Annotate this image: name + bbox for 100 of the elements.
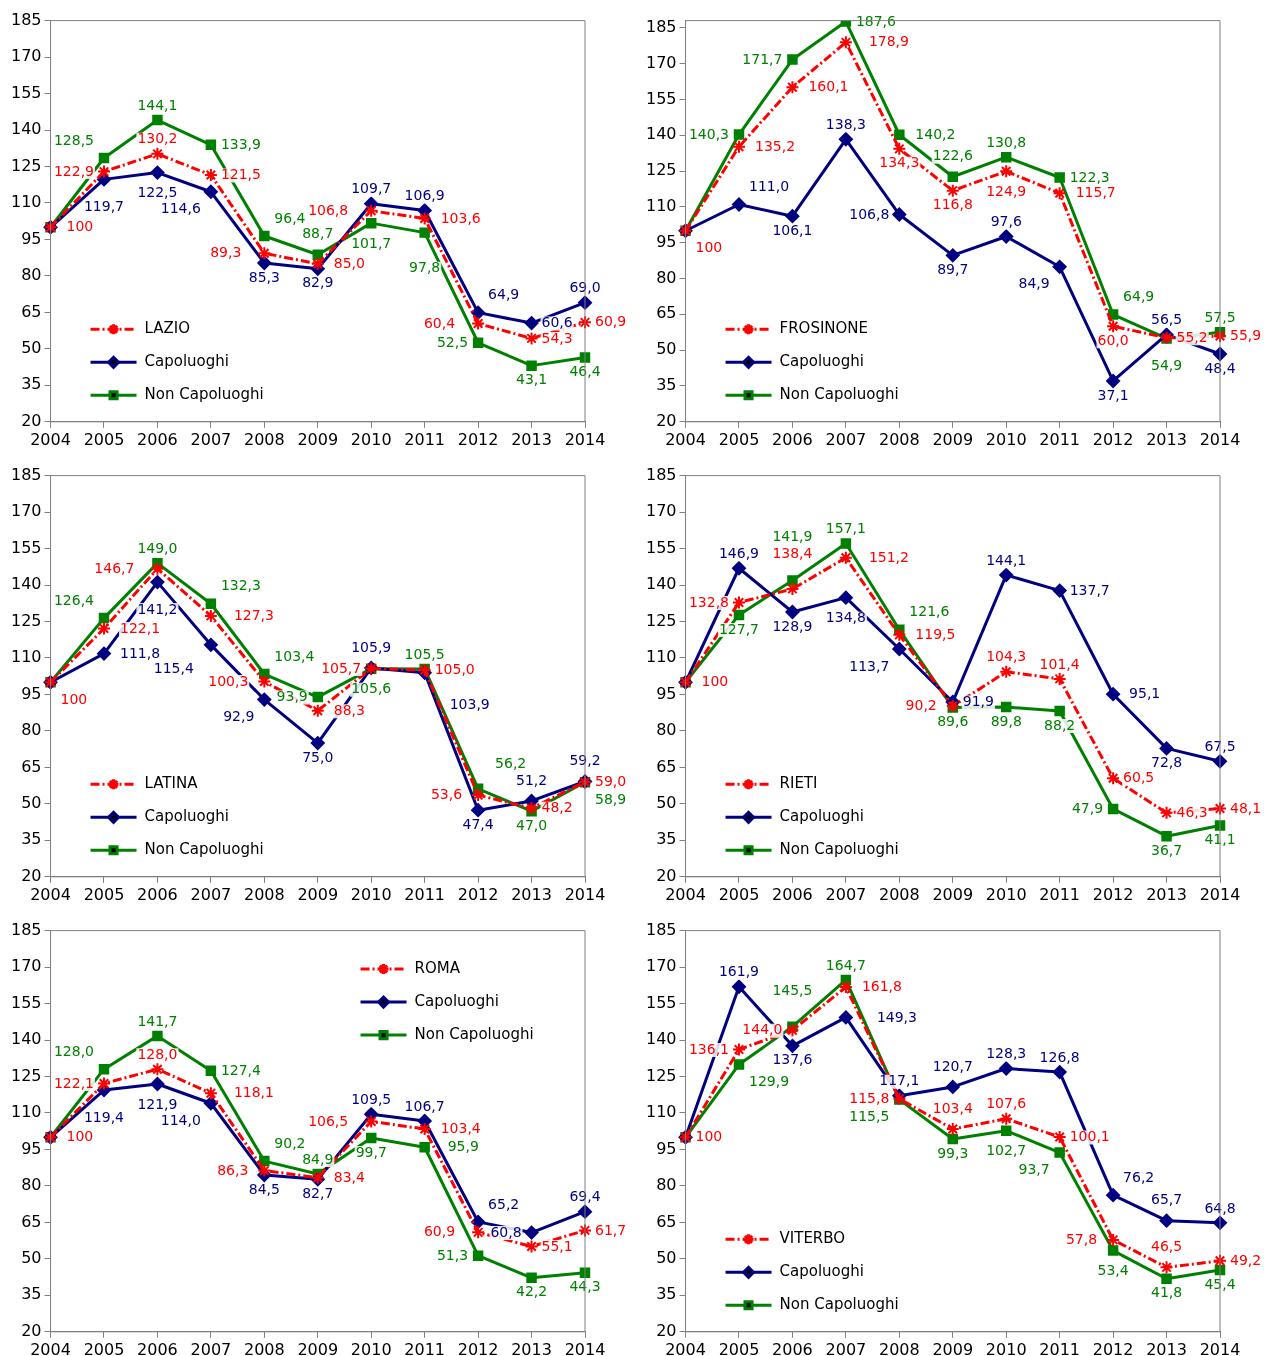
- y-tick-label: 20: [656, 1320, 677, 1340]
- data-label: 114,6: [160, 200, 201, 217]
- data-label: 60,9: [423, 1223, 456, 1240]
- y-tick-label: 185: [645, 464, 677, 484]
- x-tick-label: 2011: [404, 884, 446, 904]
- legend-label: Capoluoghi: [779, 807, 864, 826]
- data-label: 111,0: [748, 178, 790, 195]
- data-label: 48,1: [1230, 799, 1262, 816]
- legend-label: Non Capoluoghi: [779, 385, 899, 404]
- x-tick-label: 2014: [564, 429, 606, 449]
- y-tick-label: 140: [10, 574, 42, 594]
- y-tick-label: 65: [21, 1211, 42, 1231]
- data-label: 99,3: [937, 1144, 969, 1161]
- data-label: 60,4: [423, 314, 456, 331]
- data-label: 149,3: [876, 1008, 917, 1025]
- x-tick-label: 2009: [932, 429, 974, 449]
- legend-label: Non Capoluoghi: [414, 1024, 534, 1043]
- x-tick-label: 2004: [30, 884, 71, 904]
- data-label: 151,2: [868, 548, 909, 565]
- data-label: 122,3: [1069, 168, 1110, 185]
- x-tick-label: 2011: [404, 429, 446, 449]
- data-label: 120,7: [932, 1057, 973, 1074]
- data-label: 144,0: [742, 1021, 783, 1038]
- data-label: 138,3: [825, 115, 866, 132]
- y-tick-label: 185: [10, 9, 42, 29]
- data-label: 109,5: [351, 1090, 392, 1107]
- y-tick-label: 20: [21, 410, 42, 430]
- x-tick-label: 2006: [137, 884, 178, 904]
- data-label: 103,4: [440, 1120, 481, 1137]
- data-label: 140,3: [688, 125, 729, 142]
- data-label: 122,5: [137, 184, 178, 201]
- y-tick-label: 20: [21, 1320, 42, 1340]
- data-label: 122,1: [53, 1074, 94, 1091]
- data-label: 84,9: [302, 1150, 334, 1167]
- data-label: 92,9: [223, 708, 255, 725]
- data-label: 136,1: [688, 1040, 729, 1057]
- data-label: 171,7: [742, 50, 783, 67]
- x-tick-label: 2009: [297, 429, 339, 449]
- y-tick-label: 125: [645, 160, 677, 180]
- y-tick-label: 155: [10, 992, 42, 1012]
- x-tick-label: 2007: [825, 1339, 867, 1356]
- data-label: 115,4: [153, 660, 194, 677]
- data-label: 46,3: [1176, 803, 1208, 820]
- data-label: 86,3: [217, 1161, 249, 1178]
- data-label: 89,8: [990, 712, 1022, 729]
- data-label: 72,8: [1150, 754, 1183, 771]
- y-tick-label: 110: [10, 1102, 42, 1122]
- data-label: 103,4: [274, 647, 315, 664]
- data-label: 113,7: [849, 657, 890, 674]
- y-tick-label: 80: [656, 1175, 677, 1195]
- data-label: 105,0: [434, 661, 475, 678]
- x-tick-label: 2006: [137, 1339, 178, 1356]
- x-tick-label: 2005: [718, 1339, 760, 1356]
- data-label: 145,5: [772, 982, 813, 999]
- legend-label: Non Capoluoghi: [779, 840, 899, 859]
- y-tick-label: 185: [10, 919, 42, 939]
- x-tick-label: 2011: [1039, 884, 1081, 904]
- x-tick-label: 2007: [825, 429, 867, 449]
- data-label: 119,5: [915, 626, 956, 642]
- y-tick-label: 110: [10, 192, 42, 212]
- data-label: 97,8: [409, 259, 441, 276]
- data-label: 105,9: [351, 638, 392, 655]
- y-tick-label: 155: [645, 537, 677, 557]
- x-tick-label: 2010: [350, 1339, 392, 1356]
- legend-label: RIETI: [779, 774, 818, 793]
- data-label: 164,7: [825, 956, 866, 973]
- data-label: 58,9: [595, 790, 627, 807]
- data-label: 65,2: [488, 1195, 520, 1212]
- data-label: 100: [695, 239, 723, 256]
- data-label: 36,7: [1150, 841, 1183, 858]
- legend-label: Capoluoghi: [414, 991, 499, 1010]
- data-label: 84,5: [248, 1180, 280, 1197]
- data-label: 49,2: [1230, 1251, 1262, 1268]
- y-tick-label: 65: [656, 303, 677, 323]
- data-label: 60,6: [541, 314, 573, 331]
- x-tick-label: 2006: [772, 1339, 813, 1356]
- data-label: 60,0: [1097, 331, 1129, 348]
- data-label: 127,4: [220, 1061, 262, 1078]
- data-label: 140,2: [915, 125, 956, 142]
- data-label: 100,1: [1069, 1128, 1110, 1145]
- x-tick-label: 2009: [932, 884, 974, 904]
- y-tick-label: 35: [21, 374, 42, 394]
- y-tick-label: 50: [656, 339, 677, 359]
- y-tick-label: 35: [21, 1284, 42, 1304]
- legend-label: VITERBO: [779, 1229, 846, 1248]
- data-label: 138,4: [772, 544, 813, 561]
- data-label: 90,2: [274, 1134, 306, 1151]
- data-label: 57,5: [1204, 308, 1236, 325]
- x-tick-label: 2010: [985, 429, 1027, 449]
- x-tick-label: 2009: [932, 1339, 974, 1356]
- data-label: 144,1: [986, 551, 1027, 568]
- y-tick-label: 125: [10, 610, 42, 630]
- y-tick-label: 185: [645, 16, 677, 36]
- data-label: 128,5: [53, 131, 94, 148]
- data-label: 133,9: [220, 135, 261, 152]
- data-label: 124,9: [986, 182, 1027, 199]
- x-tick-label: 2007: [825, 884, 867, 904]
- data-label: 121,5: [220, 166, 261, 183]
- y-tick-label: 95: [21, 683, 42, 703]
- data-label: 104,3: [986, 648, 1027, 665]
